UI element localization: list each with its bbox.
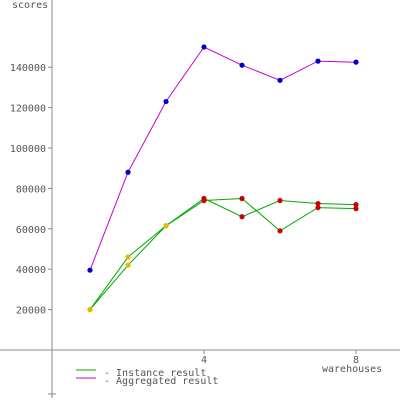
x-tick-label: 4 (201, 355, 207, 366)
markers (87, 44, 359, 313)
instance-point (163, 223, 169, 229)
instance-point (239, 195, 245, 202)
y-tick-label: 40000 (16, 265, 46, 276)
legend: - Instance result - Aggregated result (76, 368, 218, 387)
instance-point (353, 201, 359, 208)
legend-label-instance: - Instance result (104, 368, 206, 379)
y-axis-label: scores (12, 0, 48, 11)
y-tick-label: 80000 (16, 184, 46, 195)
instance-series-line (89, 197, 357, 310)
aggregated-point (87, 267, 93, 273)
x-tick-label: 8 (353, 355, 359, 366)
instance-point (125, 262, 131, 268)
aggregated-point (163, 98, 169, 105)
y-tick-label: 140000 (10, 63, 46, 74)
instance-point (277, 228, 283, 234)
aggregated-point (353, 59, 359, 65)
aggregated-series-line (89, 46, 357, 271)
aggregated-point (277, 77, 283, 83)
aggregated-point (125, 169, 131, 175)
aggregated-point (239, 62, 245, 68)
aggregated-point (201, 44, 207, 50)
instance-point (239, 214, 245, 220)
instance-point (315, 204, 321, 211)
instance-point (87, 307, 93, 313)
x-axis-label: warehouses (322, 364, 382, 375)
instance-series-line (89, 197, 357, 310)
instance-point (315, 200, 321, 207)
instance-point (353, 206, 359, 212)
series (89, 46, 357, 310)
instance-point (277, 197, 283, 204)
y-tick-label: 20000 (16, 306, 46, 317)
instance-point (201, 197, 207, 204)
instance-point (125, 254, 131, 260)
ticks: 20000 40000 60000 80000 100000 120000 140000 4 8 (10, 63, 359, 366)
y-tick-label: 120000 (10, 104, 46, 115)
aggregated-point (315, 58, 321, 64)
y-tick-label: 100000 (10, 144, 46, 155)
legend-label-aggregated: - Aggregated result (104, 376, 218, 387)
y-tick-label: 60000 (16, 225, 46, 236)
